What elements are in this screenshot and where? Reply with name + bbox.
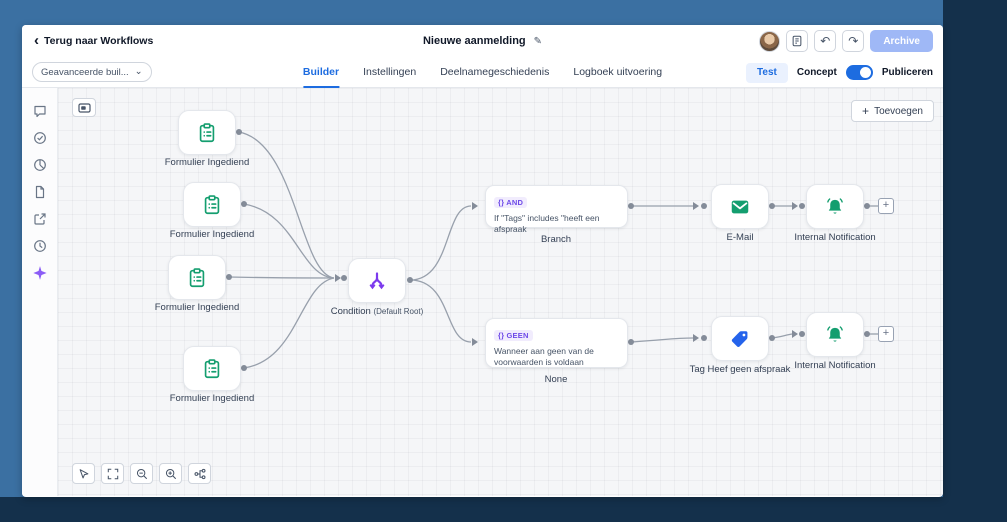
add-step-button-bottom[interactable]: + [878,326,894,342]
branch-and-node[interactable]: {} AND If "Tags" includes "heeft een afs… [485,185,628,234]
toggle-knob [859,67,871,78]
top-bar: ‹ Terug naar Workflows Nieuwe aanmelding… [22,25,943,57]
edit-title-icon[interactable]: ✎ [533,35,543,47]
geen-badge: {} GEEN [494,330,533,341]
trigger-node-3-label: Formulier Ingediend [154,302,240,313]
comment-icon[interactable] [31,102,48,119]
and-badge: {} AND [494,197,528,208]
workflow-edges [226,129,878,371]
undo-button[interactable]: ↶ [814,30,837,52]
pie-chart-icon[interactable] [31,156,48,173]
branch-none-label: None [544,374,568,385]
add-step-button-top[interactable]: + [878,198,894,214]
auto-layout-button[interactable] [188,463,211,484]
main-area: Formulier Ingediend Formulier Ingediend … [22,88,943,496]
undo-icon: ↶ [820,34,831,48]
trigger-node-2[interactable] [183,182,241,227]
back-label: Terug naar Workflows [44,35,154,47]
chevron-left-icon: ‹ [34,31,39,49]
bell-icon [827,325,843,342]
avatar[interactable] [759,30,781,52]
trigger-node-2-label: Formulier Ingediend [169,229,255,240]
bell-icon [827,197,843,214]
builder-type-select[interactable]: Geavanceerde buil... ⌄ [32,62,152,82]
pointer-tool-button[interactable] [72,463,95,484]
canvas-controls [72,463,211,484]
publish-controls: Test Concept Publiceren [746,57,933,88]
workflow-canvas[interactable]: Formulier Ingediend Formulier Ingediend … [58,88,943,496]
plus-icon: + [862,104,870,118]
tab-builder[interactable]: Builder [302,57,340,88]
workflow-title: Nieuwe aanmelding [422,35,526,47]
tab-bar: Builder Instellingen Deelnamegeschiedeni… [302,57,663,88]
tag-node-label: Tag Heef geen afspraak [689,364,791,375]
plus-icon: + [882,199,890,211]
trigger-node-4[interactable] [183,346,241,391]
publish-label: Publiceren [881,67,933,78]
tab-deelnamegeschiedenis[interactable]: Deelnamegeschiedenis [440,65,550,78]
chevron-down-icon: ⌄ [134,65,143,77]
archive-button[interactable]: Archive [870,30,933,52]
check-circle-icon[interactable] [31,129,48,146]
condition-node-label: Condition (Default Root) [307,306,447,317]
workflow-title-wrap: Nieuwe aanmelding ✎ [423,35,542,47]
branch-fork-icon [369,271,385,289]
concept-label: Concept [796,67,837,78]
redo-icon: ↷ [848,34,859,48]
minimap-icon [77,102,91,113]
trigger-node-1[interactable] [178,110,236,155]
ai-sparkle-icon[interactable] [31,264,48,281]
condition-node[interactable] [348,258,406,303]
clipboard-icon [189,267,205,287]
plus-icon: + [882,327,890,339]
app-window: ‹ Terug naar Workflows Nieuwe aanmelding… [22,25,943,497]
add-action-button[interactable]: + Toevoegen [851,100,934,122]
publish-toggle[interactable] [845,65,873,80]
sub-bar: Geavanceerde buil... ⌄ Builder Instellin… [22,57,943,88]
test-button[interactable]: Test [746,62,788,83]
back-to-workflows-button[interactable]: ‹ Terug naar Workflows [34,31,154,49]
tab-logboek-uitvoering[interactable]: Logboek uitvoering [573,65,663,78]
clock-icon[interactable] [31,237,48,254]
email-node-label: E-Mail [726,232,754,243]
condition-label: Condition [330,306,371,317]
email-icon [731,200,749,213]
tag-node[interactable] [711,316,769,361]
clipboard-icon [204,358,220,378]
notification-node-bottom-label: Internal Notification [794,360,876,371]
minimap-toggle-button[interactable] [72,98,96,117]
external-link-icon[interactable] [31,210,48,227]
zoom-out-button[interactable] [130,463,153,484]
frame-dark-bottom [0,497,1007,522]
document-icon [792,35,802,47]
document-icon[interactable] [31,183,48,200]
fit-view-button[interactable] [101,463,124,484]
clipboard-icon [204,194,220,214]
branch-and-text: If "Tags" includes "heeft een afspraak [494,213,600,234]
zoom-in-button[interactable] [159,463,182,484]
frame-dark-right [943,0,1007,522]
clipboard-icon [199,122,215,142]
trigger-node-3[interactable] [168,255,226,300]
redo-button[interactable]: ↷ [842,30,865,52]
left-icon-rail [22,88,58,496]
builder-type-label: Geavanceerde buil... [41,66,129,78]
branch-none-node[interactable]: {} GEEN Wanneer aan geen van de voorwaar… [485,318,628,368]
tab-instellingen[interactable]: Instellingen [363,65,417,78]
branch-none-text: Wanneer aan geen van de voorwaarden is v… [494,346,594,367]
trigger-node-4-label: Formulier Ingediend [169,393,255,404]
tag-icon [731,330,748,347]
notification-node-top-label: Internal Notification [794,232,876,243]
branch-and-label: Branch [540,234,572,245]
notification-node-top[interactable] [806,184,864,229]
trigger-node-1-label: Formulier Ingediend [164,157,250,168]
condition-sublabel: (Default Root) [373,307,424,316]
document-icon-button[interactable] [786,30,809,52]
email-node[interactable] [711,184,769,229]
add-action-label: Toevoegen [874,105,923,117]
top-actions: ↶ ↷ Archive [759,30,933,52]
notification-node-bottom[interactable] [806,312,864,357]
